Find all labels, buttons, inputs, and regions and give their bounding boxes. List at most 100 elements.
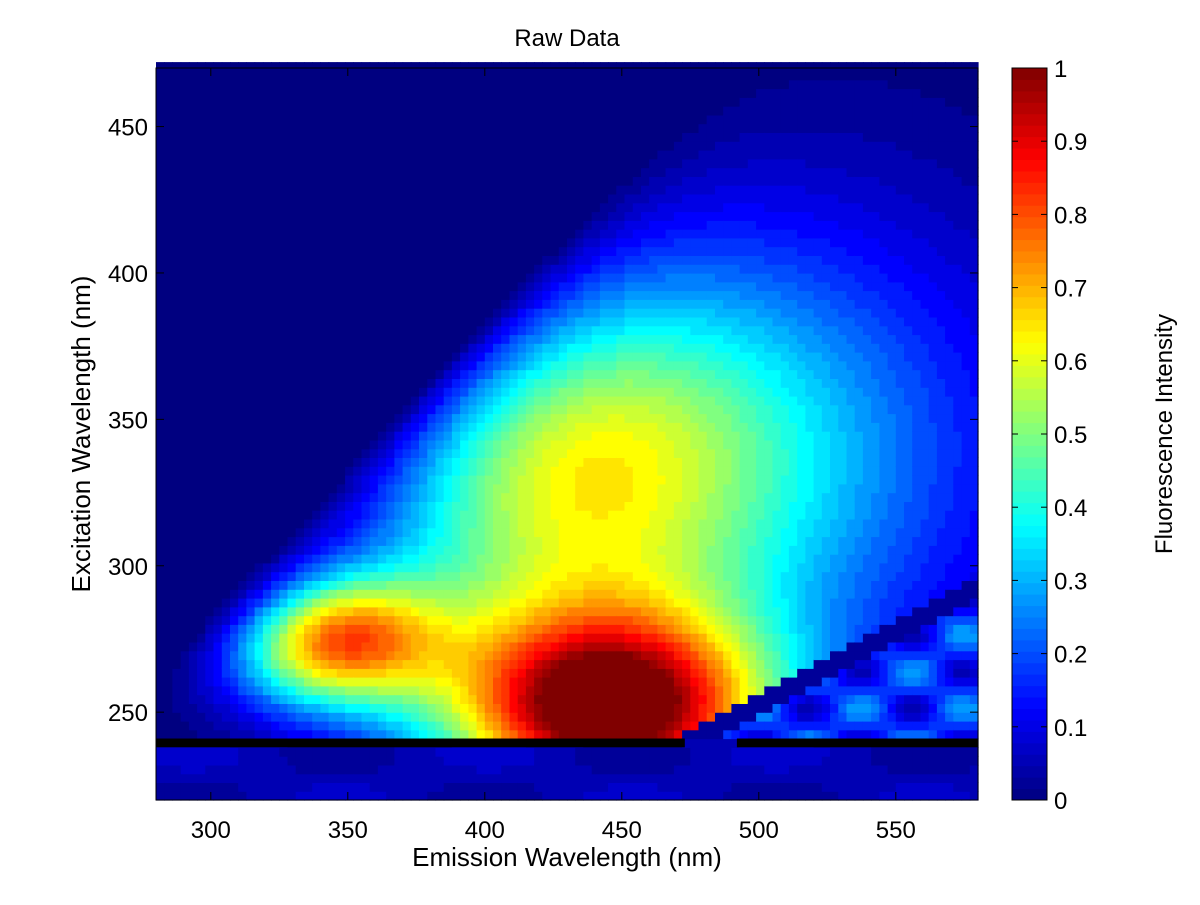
heatmap-cell: [608, 510, 617, 520]
heatmap-cell: [460, 729, 469, 740]
heatmap-cell: [517, 545, 527, 555]
heatmap-cell: [377, 606, 387, 617]
heatmap-cell: [164, 764, 173, 775]
heatmap-cell: [304, 62, 313, 72]
heatmap-cell: [230, 457, 239, 467]
heatmap-cell: [476, 220, 486, 230]
heatmap-cell: [172, 211, 182, 221]
heatmap-cell: [328, 158, 338, 169]
heatmap-cell: [435, 501, 445, 511]
heatmap-cell: [254, 316, 264, 327]
heatmap-cell: [394, 501, 404, 511]
heatmap-cell: [254, 580, 264, 590]
heatmap-cell: [304, 764, 313, 775]
heatmap-cell: [534, 158, 543, 169]
heatmap-cell: [608, 729, 617, 740]
heatmap-cell: [427, 641, 437, 652]
heatmap-cell: [534, 554, 543, 564]
heatmap-cell: [271, 791, 280, 801]
heatmap-cell: [583, 202, 593, 213]
heatmap-cell: [443, 308, 453, 318]
heatmap-cell: [254, 536, 264, 546]
heatmap-cell: [336, 176, 346, 186]
heatmap-cell: [501, 70, 510, 81]
heatmap-cell: [238, 281, 247, 292]
heatmap-cell: [213, 70, 223, 81]
heatmap-cell: [468, 70, 478, 81]
heatmap-cell: [221, 202, 231, 213]
heatmap-cell: [197, 518, 206, 529]
heatmap-cell: [402, 343, 412, 353]
heatmap-cell: [336, 273, 346, 283]
heatmap-cell: [188, 615, 198, 625]
heatmap-cell: [188, 378, 198, 388]
heatmap-cell: [213, 518, 223, 529]
heatmap-cell: [262, 624, 272, 634]
heatmap-cell: [328, 185, 338, 195]
heatmap-cell: [295, 106, 305, 116]
heatmap-cell: [336, 668, 346, 678]
heatmap-cell: [558, 457, 568, 467]
heatmap-cell: [287, 791, 297, 801]
heatmap-cell: [567, 633, 576, 643]
heatmap-cell: [550, 220, 560, 230]
heatmap-cell: [632, 413, 642, 423]
heatmap-cell: [419, 598, 428, 608]
heatmap-cell: [476, 193, 486, 204]
heatmap-cell: [427, 264, 437, 274]
heatmap-cell: [575, 106, 584, 116]
heatmap-cell: [279, 290, 289, 300]
heatmap-cell: [361, 360, 371, 371]
heatmap-cell: [575, 114, 584, 125]
heatmap-cell: [608, 176, 617, 186]
heatmap-cell: [501, 624, 510, 634]
heatmap-cell: [599, 237, 609, 248]
heatmap-cell: [336, 615, 346, 625]
heatmap-cell: [599, 176, 609, 186]
heatmap-cell: [624, 633, 634, 643]
heatmap-cell: [377, 466, 387, 476]
heatmap-cell: [451, 782, 461, 792]
heatmap-cell: [460, 176, 469, 186]
heatmap-cell: [246, 747, 256, 757]
heatmap-cell: [427, 483, 437, 494]
heatmap-cell: [616, 158, 626, 169]
heatmap-cell: [156, 334, 165, 344]
heatmap-cell: [180, 229, 190, 239]
heatmap-cell: [369, 554, 379, 564]
heatmap-cell: [377, 229, 387, 239]
heatmap-cell: [567, 764, 576, 775]
heatmap-cell: [493, 211, 502, 221]
heatmap-cell: [197, 439, 206, 450]
heatmap-cell: [295, 343, 305, 353]
heatmap-cell: [156, 246, 165, 256]
heatmap-cell: [304, 404, 313, 415]
heatmap-cell: [525, 202, 535, 213]
heatmap-cell: [262, 299, 272, 309]
heatmap-cell: [419, 316, 428, 327]
heatmap-cell: [427, 466, 437, 476]
heatmap-cell: [172, 255, 182, 265]
heatmap-cell: [369, 580, 379, 590]
heatmap-cell: [394, 554, 404, 564]
heatmap-cell: [567, 352, 576, 362]
heatmap-cell: [230, 641, 239, 652]
heatmap-cell: [608, 536, 617, 546]
heatmap-cell: [501, 483, 510, 494]
heatmap-cell: [443, 712, 453, 722]
heatmap-cell: [156, 606, 165, 617]
heatmap-cell: [254, 747, 264, 757]
heatmap-cell: [386, 220, 395, 230]
heatmap-cell: [632, 132, 642, 142]
heatmap-cell: [550, 211, 560, 221]
heatmap-cell: [583, 211, 593, 221]
heatmap-cell: [641, 518, 650, 529]
heatmap-cell: [484, 536, 494, 546]
heatmap-cell: [271, 527, 280, 538]
heatmap-cell: [279, 703, 289, 713]
heatmap-cell: [402, 624, 412, 634]
heatmap-cell: [271, 264, 280, 274]
heatmap-cell: [443, 387, 453, 397]
heatmap-cell: [312, 79, 321, 90]
heatmap-cell: [517, 150, 527, 160]
